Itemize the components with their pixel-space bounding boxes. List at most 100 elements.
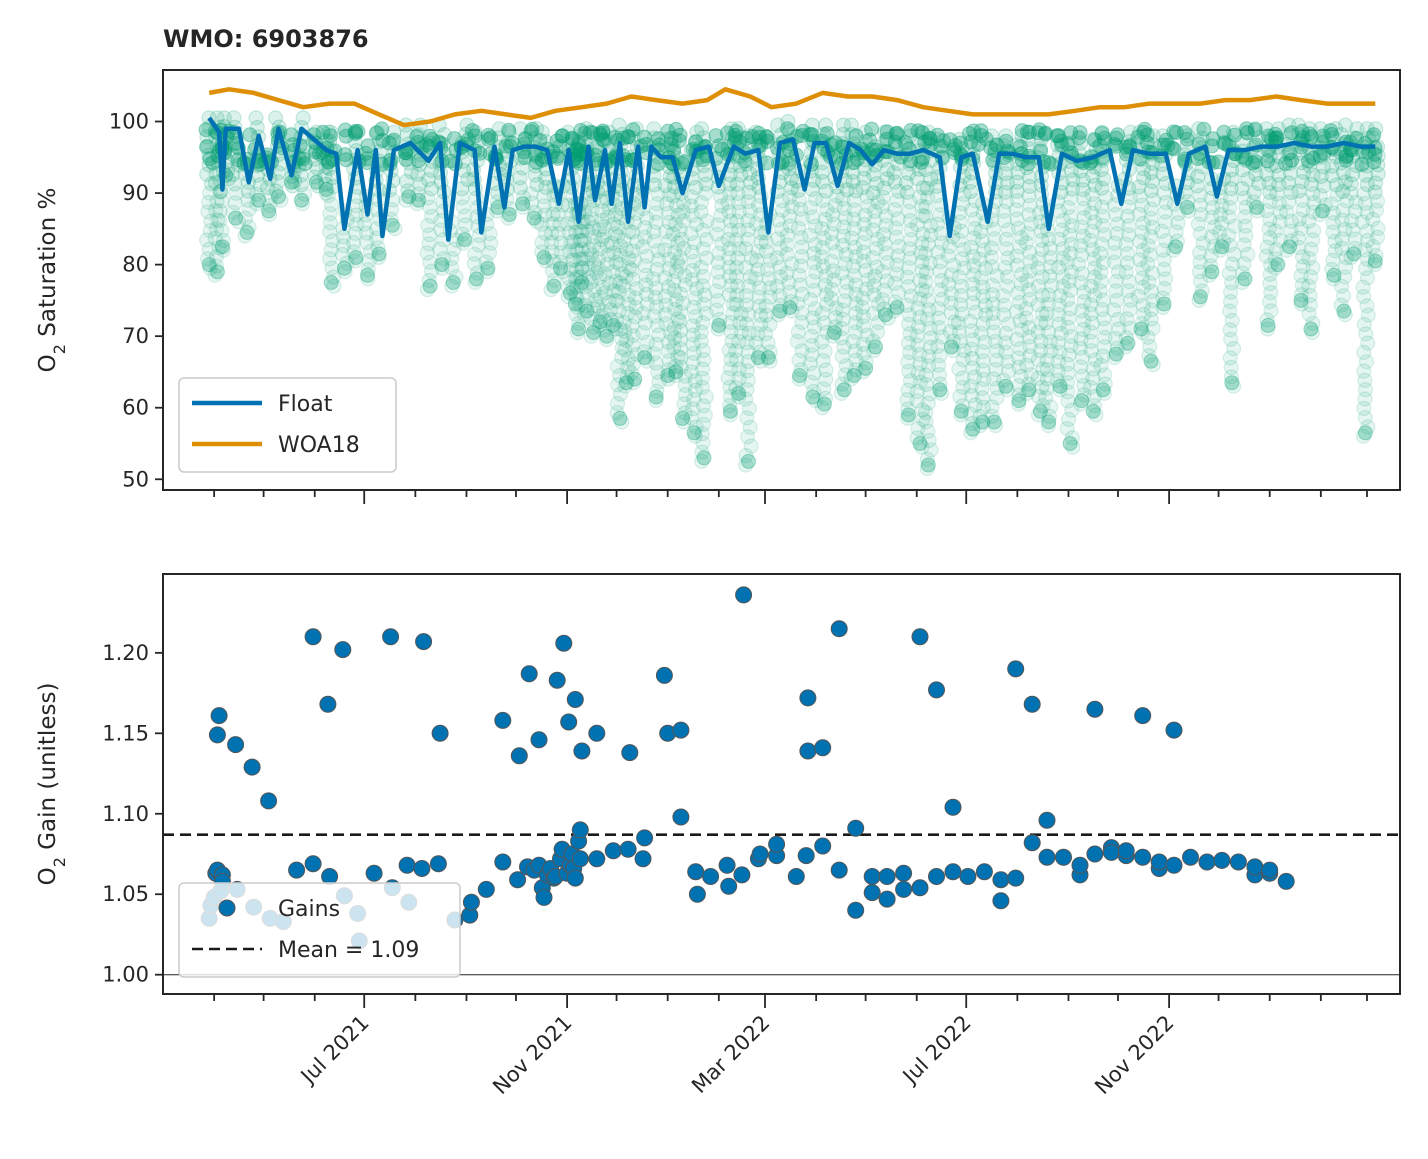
profile-point bbox=[733, 130, 750, 146]
profile-point bbox=[637, 220, 653, 236]
gain-point bbox=[1071, 856, 1089, 874]
profile-point bbox=[564, 133, 580, 149]
profile-point bbox=[721, 287, 738, 303]
profile-point bbox=[742, 175, 759, 191]
surface-point bbox=[297, 156, 313, 172]
profile-point bbox=[422, 227, 438, 243]
profile-point bbox=[738, 316, 755, 332]
profile-point bbox=[599, 256, 616, 272]
gain-point bbox=[535, 888, 553, 906]
profile-point bbox=[738, 156, 754, 172]
profile-point bbox=[321, 124, 337, 140]
profile-point bbox=[592, 241, 608, 257]
profile-point bbox=[629, 346, 645, 363]
profile-point bbox=[527, 204, 543, 220]
profile-point bbox=[617, 342, 633, 358]
profile-point bbox=[444, 260, 460, 276]
deep-point bbox=[1336, 303, 1352, 319]
profile-point bbox=[646, 224, 662, 240]
gain-point bbox=[260, 792, 278, 810]
deep-point bbox=[816, 396, 832, 412]
profile-point bbox=[293, 177, 309, 193]
profile-point bbox=[637, 315, 654, 331]
gain-point bbox=[768, 835, 786, 853]
profile-point bbox=[731, 241, 748, 257]
profile-point bbox=[295, 110, 311, 126]
deep-point bbox=[637, 350, 653, 366]
profile-point bbox=[694, 426, 710, 442]
profile-point bbox=[730, 121, 746, 137]
profile-point bbox=[201, 147, 217, 164]
profile-point bbox=[241, 201, 257, 217]
profile-point bbox=[628, 121, 645, 137]
profile-point bbox=[572, 251, 589, 267]
deep-point bbox=[422, 278, 438, 294]
profile-point bbox=[586, 319, 602, 335]
profile-point bbox=[673, 304, 689, 320]
profile-point bbox=[740, 372, 756, 388]
profile-point bbox=[568, 224, 584, 240]
profile-point bbox=[345, 235, 362, 251]
deep-point bbox=[998, 378, 1014, 394]
gain-point bbox=[830, 620, 848, 638]
gain-point bbox=[1055, 848, 1072, 866]
profile-point bbox=[672, 332, 689, 348]
profile-point bbox=[362, 243, 378, 260]
profile-point bbox=[572, 278, 589, 294]
deep-point bbox=[1085, 403, 1101, 419]
surface-point bbox=[315, 124, 331, 140]
profile-point bbox=[605, 216, 622, 232]
profile-point bbox=[423, 263, 440, 279]
deep-point bbox=[1270, 257, 1286, 273]
profile-point bbox=[572, 269, 588, 285]
profile-point bbox=[720, 231, 736, 248]
profile-point bbox=[574, 223, 590, 239]
surface-point bbox=[398, 151, 414, 167]
profile-point bbox=[740, 344, 756, 360]
profile-point bbox=[638, 286, 655, 302]
profile-point bbox=[572, 232, 589, 248]
profile-point bbox=[731, 333, 747, 350]
surface-point bbox=[501, 122, 517, 138]
profile-point bbox=[599, 332, 615, 348]
surface-point bbox=[1139, 127, 1155, 143]
profile-point bbox=[696, 296, 712, 312]
profile-point bbox=[650, 186, 666, 202]
profile-point bbox=[527, 167, 543, 183]
profile-point bbox=[689, 281, 705, 297]
deep-point bbox=[668, 364, 684, 380]
profile-point bbox=[669, 254, 686, 270]
profile-point bbox=[625, 328, 641, 344]
profile-point bbox=[639, 210, 655, 226]
profile-point bbox=[591, 317, 607, 333]
profile-point bbox=[553, 245, 569, 261]
profile-point bbox=[609, 358, 625, 374]
profile-point bbox=[722, 379, 738, 395]
profile-point bbox=[200, 251, 216, 267]
surface-point bbox=[528, 154, 544, 170]
profile-point bbox=[687, 290, 703, 306]
gain-point bbox=[1102, 843, 1120, 861]
profile-point bbox=[686, 391, 702, 408]
bottom-y-tick-label: 1.20 bbox=[102, 641, 149, 665]
profile-point bbox=[638, 277, 654, 293]
profile-point bbox=[260, 180, 276, 196]
profile-point bbox=[693, 195, 710, 211]
profile-point bbox=[721, 342, 737, 358]
profile-point bbox=[668, 292, 685, 308]
gain-point bbox=[604, 842, 622, 860]
profile-point bbox=[215, 232, 232, 249]
profile-point bbox=[722, 361, 738, 377]
gain-point bbox=[636, 829, 654, 847]
profile-point bbox=[325, 233, 341, 249]
gain-point bbox=[1165, 856, 1183, 874]
profile-point bbox=[710, 264, 726, 280]
profile-point bbox=[347, 253, 363, 269]
profile-point bbox=[612, 247, 628, 263]
profile-point bbox=[606, 283, 622, 299]
x-tick-label: Jul 2022 bbox=[897, 1011, 976, 1090]
profile-point bbox=[647, 289, 664, 305]
surface-point bbox=[552, 138, 568, 154]
profile-point bbox=[612, 275, 628, 291]
profile-point bbox=[688, 179, 704, 196]
